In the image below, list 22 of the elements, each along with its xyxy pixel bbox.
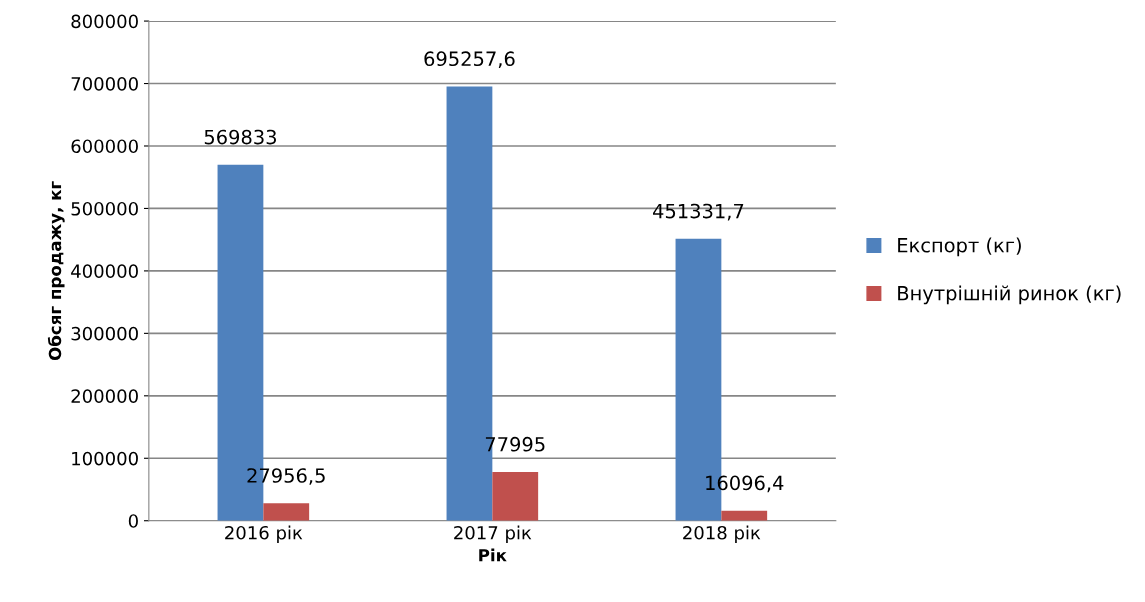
y-tick-label: 800000: [71, 14, 138, 29]
bar: [263, 503, 310, 521]
y-tick-label: 300000: [71, 326, 138, 341]
y-tick-label: 200000: [71, 389, 138, 403]
x-tick-label: 2017 рік: [454, 525, 532, 544]
legend-label: Експорт (кг): [898, 237, 1021, 257]
y-tick-label: 700000: [71, 76, 138, 91]
data-label: 451331,7: [653, 203, 744, 221]
bar: [721, 510, 768, 521]
bar: [492, 472, 539, 521]
y-tick-label: 100000: [72, 451, 138, 466]
y-tick-label: 0: [128, 514, 138, 528]
y-tick-label: 500000: [71, 201, 138, 216]
x-axis-title: Рік: [479, 548, 507, 562]
legend-label: Внутрішній ринок (кг): [898, 285, 1121, 305]
data-label: 695257,6: [424, 51, 515, 69]
y-tick-label: 600000: [71, 139, 138, 154]
x-tick-label: 2016 рік: [225, 525, 303, 544]
x-tick-label: 2018 рік: [683, 525, 761, 544]
y-tick-label: 400000: [71, 264, 138, 279]
data-label: 569833: [204, 129, 276, 145]
y-axis-title: Обсяг продажу, кг: [47, 181, 65, 361]
